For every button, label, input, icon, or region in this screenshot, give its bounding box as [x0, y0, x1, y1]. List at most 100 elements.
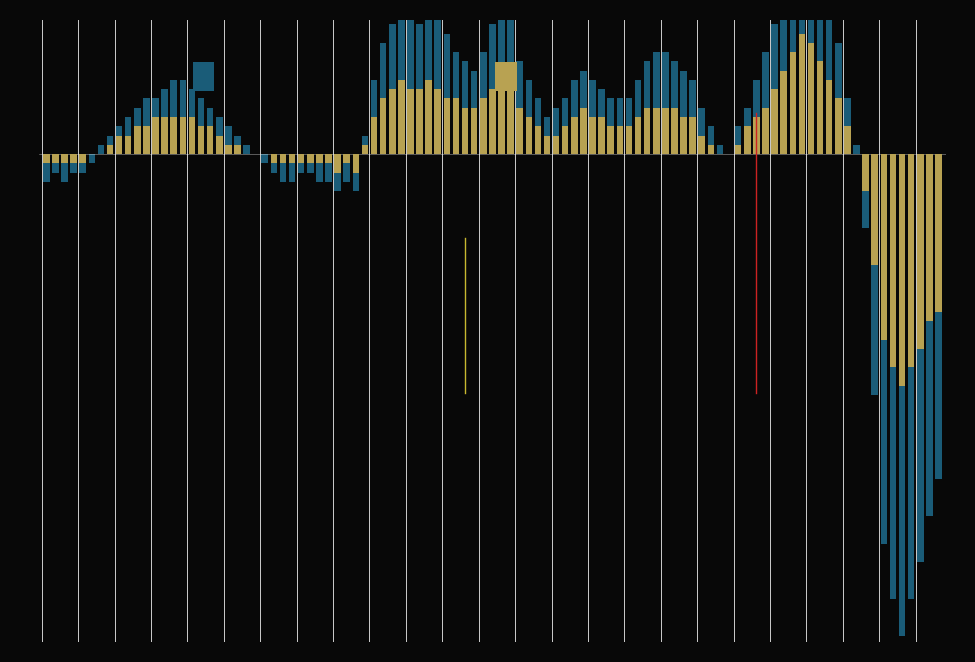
Bar [762, 52, 768, 154]
Bar [353, 154, 359, 173]
Bar [380, 43, 386, 154]
Bar [498, 6, 505, 154]
Bar [562, 126, 568, 154]
Bar [125, 117, 132, 154]
Bar [534, 126, 541, 154]
Bar [580, 71, 587, 154]
Bar [689, 117, 696, 154]
Bar [517, 62, 523, 154]
Bar [544, 136, 550, 154]
Bar [98, 145, 104, 154]
Bar [844, 126, 851, 154]
Bar [817, 0, 824, 154]
Bar [489, 89, 495, 154]
Bar [517, 108, 523, 154]
Bar [926, 154, 933, 321]
Bar [507, 89, 514, 154]
Bar [444, 99, 450, 154]
Bar [234, 136, 241, 154]
Bar [52, 154, 58, 164]
Bar [880, 154, 887, 340]
Bar [826, 80, 833, 154]
Bar [289, 154, 295, 164]
Bar [362, 145, 369, 154]
Bar [471, 71, 478, 154]
Bar [198, 99, 205, 154]
Bar [708, 126, 714, 154]
Bar [452, 99, 459, 154]
Bar [635, 80, 642, 154]
Bar [807, 43, 814, 154]
Bar [835, 43, 841, 154]
Bar [662, 108, 669, 154]
Bar [171, 80, 177, 154]
Bar [106, 145, 113, 154]
Bar [616, 126, 623, 154]
Bar [935, 154, 942, 312]
Bar [280, 154, 287, 164]
Bar [862, 154, 869, 228]
Bar [225, 145, 232, 154]
Bar [143, 99, 150, 154]
Bar [790, 52, 796, 154]
Bar [179, 117, 186, 154]
Bar [616, 99, 623, 154]
Bar [271, 154, 277, 164]
Bar [553, 136, 560, 154]
Bar [179, 80, 186, 154]
Bar [234, 145, 241, 154]
Bar [753, 117, 760, 154]
Bar [462, 62, 468, 154]
Bar [207, 108, 214, 154]
Bar [671, 108, 678, 154]
Bar [152, 117, 159, 154]
Bar [134, 108, 140, 154]
Bar [216, 136, 222, 154]
Bar [671, 62, 678, 154]
Bar [161, 117, 168, 154]
Bar [343, 154, 350, 182]
Bar [771, 89, 778, 154]
Bar [899, 154, 906, 386]
Bar [307, 154, 314, 164]
Bar [689, 80, 696, 154]
Bar [799, 34, 805, 154]
Bar [79, 154, 86, 164]
Bar [189, 89, 195, 154]
Bar [872, 154, 878, 265]
Bar [43, 154, 50, 164]
Bar [43, 154, 50, 182]
Bar [152, 99, 159, 154]
Bar [425, 6, 432, 154]
Bar [408, 15, 413, 154]
Bar [580, 108, 587, 154]
Bar [498, 80, 505, 154]
Bar [753, 80, 760, 154]
Bar [526, 80, 532, 154]
Bar [161, 89, 168, 154]
Bar [544, 117, 550, 154]
Bar [653, 52, 659, 154]
Bar [480, 52, 487, 154]
Bar [507, 15, 514, 154]
Bar [698, 136, 705, 154]
Bar [116, 136, 123, 154]
Bar [307, 154, 314, 173]
Bar [880, 154, 887, 544]
Bar [61, 154, 68, 164]
Bar [744, 108, 751, 154]
Bar [298, 154, 304, 164]
Bar [189, 117, 195, 154]
Bar [289, 154, 295, 182]
Bar [70, 154, 77, 164]
Bar [599, 117, 604, 154]
Bar [70, 154, 77, 173]
Bar [835, 99, 841, 154]
Bar [817, 62, 824, 154]
Bar [343, 154, 350, 164]
Bar [662, 52, 669, 154]
Bar [844, 99, 851, 154]
Bar [389, 89, 396, 154]
Bar [826, 6, 833, 154]
Bar [872, 154, 878, 395]
